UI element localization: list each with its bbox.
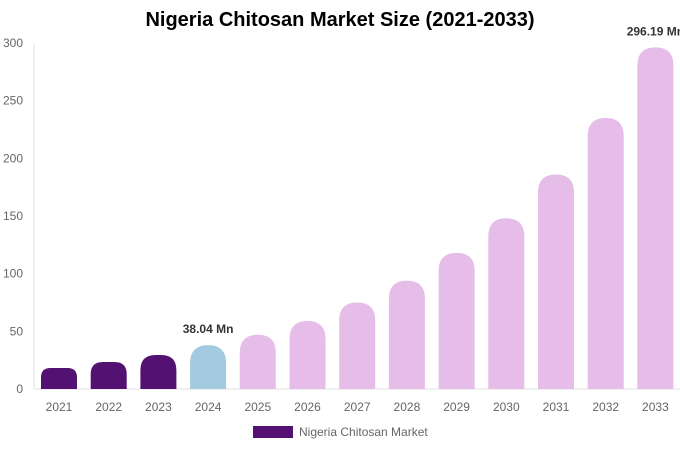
bar-2026[interactable] bbox=[289, 320, 326, 389]
y-tick-label: 50 bbox=[10, 324, 24, 338]
bar-2028[interactable] bbox=[388, 280, 425, 389]
bar-2033[interactable] bbox=[637, 47, 674, 390]
legend-label: Nigeria Chitosan Market bbox=[299, 425, 428, 439]
x-tick-label: 2026 bbox=[294, 400, 321, 414]
bar-2029[interactable] bbox=[438, 252, 475, 389]
x-tick-label: 2027 bbox=[344, 400, 371, 414]
y-tick-label: 250 bbox=[3, 94, 23, 108]
bar-2025[interactable] bbox=[239, 334, 276, 389]
bar-2022[interactable] bbox=[90, 362, 127, 389]
x-tick-label: 2023 bbox=[145, 400, 172, 414]
bar-2030[interactable] bbox=[488, 218, 525, 389]
y-tick-label: 300 bbox=[3, 36, 23, 50]
x-tick-label: 2025 bbox=[244, 400, 271, 414]
y-tick-label: 0 bbox=[16, 382, 23, 396]
bar-2023[interactable] bbox=[140, 354, 177, 389]
x-tick-label: 2029 bbox=[443, 400, 470, 414]
legend-swatch bbox=[253, 426, 293, 438]
x-tick-label: 2030 bbox=[493, 400, 520, 414]
x-tick-label: 2031 bbox=[543, 400, 570, 414]
bar-2032[interactable] bbox=[587, 117, 624, 389]
x-tick-label: 2021 bbox=[46, 400, 73, 414]
x-tick-label: 2032 bbox=[592, 400, 619, 414]
chart-title: Nigeria Chitosan Market Size (2021-2033) bbox=[145, 9, 535, 31]
data-label: 38.04 Mn bbox=[183, 322, 234, 336]
bar-2031[interactable] bbox=[538, 174, 574, 389]
y-tick-label: 200 bbox=[3, 151, 23, 165]
x-tick-label: 2028 bbox=[394, 400, 421, 414]
x-tick-label: 2022 bbox=[95, 400, 122, 414]
x-tick-label: 2033 bbox=[642, 400, 669, 414]
y-tick-label: 100 bbox=[3, 267, 23, 281]
data-label: 296.19 Mn bbox=[627, 24, 680, 38]
y-tick-label: 150 bbox=[3, 209, 23, 223]
x-tick-label: 2024 bbox=[195, 400, 222, 414]
bar-2024[interactable] bbox=[190, 345, 227, 389]
bar-2021[interactable] bbox=[41, 368, 77, 389]
bar-2027[interactable] bbox=[339, 302, 376, 390]
legend[interactable]: Nigeria Chitosan Market bbox=[253, 425, 428, 439]
